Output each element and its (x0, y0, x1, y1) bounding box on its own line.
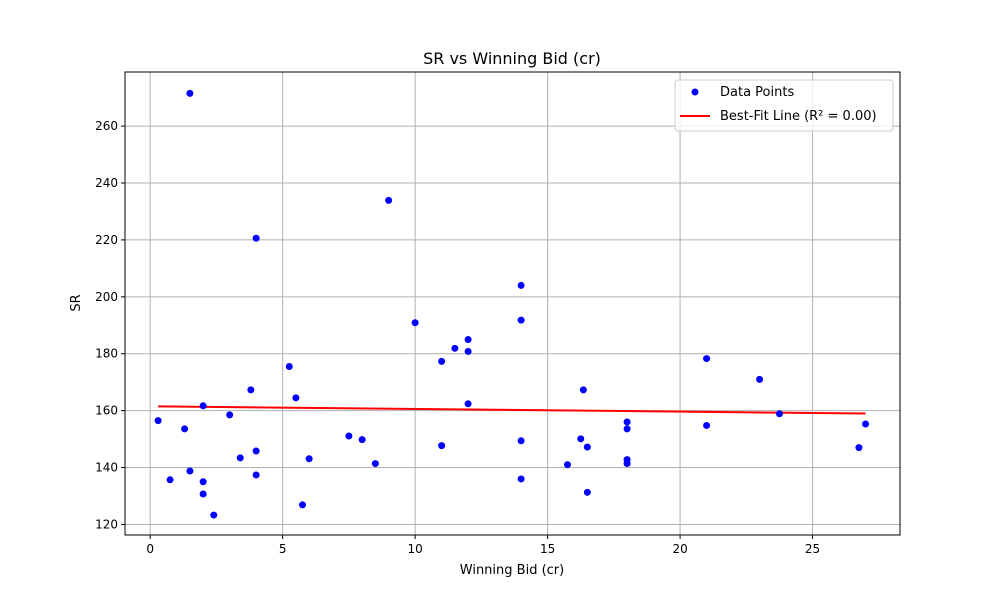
data-point (385, 196, 393, 204)
data-point (411, 319, 419, 327)
y-tick-label: 160 (95, 404, 118, 418)
legend: Data Points Best-Fit Line (R² = 0.00) (674, 79, 894, 132)
data-point (305, 455, 313, 463)
data-point (186, 467, 194, 475)
data-point (252, 234, 260, 242)
grid (125, 72, 900, 535)
data-point (252, 471, 260, 479)
data-point (583, 488, 591, 496)
data-point (464, 347, 472, 355)
y-tick-label: 200 (95, 290, 118, 304)
y-tick-label: 260 (95, 119, 118, 133)
data-point (623, 460, 631, 468)
data-point (703, 355, 711, 363)
data-point (154, 417, 162, 425)
data-point (226, 411, 234, 419)
data-point (371, 460, 379, 468)
data-point (252, 447, 260, 455)
x-tick-label: 15 (540, 542, 555, 556)
data-point (438, 357, 446, 365)
x-tick-label: 10 (407, 542, 422, 556)
x-tick-label: 0 (146, 542, 154, 556)
y-tick-label: 220 (95, 233, 118, 247)
data-point (199, 402, 207, 410)
data-point (517, 316, 525, 324)
data-point (358, 436, 366, 444)
chart-title: SR vs Winning Bid (cr) (423, 49, 601, 68)
data-point (623, 418, 631, 426)
legend-label-best-fit-line: Best-Fit Line (R² = 0.00) (720, 109, 877, 124)
best-fit-line (158, 405, 866, 415)
y-tick-label: 240 (95, 176, 118, 190)
legend-label-data-points: Data Points (720, 85, 794, 100)
data-point (166, 476, 174, 484)
x-tick-label: 20 (672, 542, 687, 556)
data-point (199, 490, 207, 498)
data-point (517, 281, 525, 289)
data-point (285, 363, 293, 371)
data-point (292, 394, 300, 402)
data-points-layer (154, 89, 870, 519)
data-point (855, 444, 863, 452)
data-point (563, 461, 571, 469)
x-tick-label: 25 (805, 542, 820, 556)
data-point (186, 89, 194, 97)
data-point (181, 425, 189, 433)
data-point (464, 335, 472, 343)
data-point (623, 425, 631, 433)
data-point (247, 386, 255, 394)
data-point (345, 432, 353, 440)
data-point (464, 400, 472, 408)
x-axis-label: Winning Bid (cr) (460, 563, 564, 578)
plot-frame (124, 71, 901, 536)
axis-ticks: 0 5 10 15 20 25 120 140 160 180 200 220 240 260 (95, 119, 820, 556)
y-axis-label: SR (69, 294, 84, 311)
legend-box (674, 79, 894, 132)
data-point (199, 478, 207, 486)
data-point (438, 442, 446, 450)
legend-marker-data-points (691, 88, 699, 96)
data-point (775, 410, 783, 418)
data-point (756, 375, 764, 383)
data-point (703, 421, 711, 429)
y-tick-label: 180 (95, 347, 118, 361)
x-tick-label: 5 (279, 542, 287, 556)
data-point (517, 475, 525, 483)
data-point (451, 344, 459, 352)
data-point (579, 386, 587, 394)
best-fit-line-layer (158, 405, 866, 415)
data-point (583, 443, 591, 451)
data-point (577, 435, 585, 443)
data-point (299, 501, 307, 509)
data-point (236, 454, 244, 462)
y-tick-label: 120 (95, 517, 118, 531)
data-point (517, 437, 525, 445)
y-tick-label: 140 (95, 461, 118, 475)
data-point (210, 511, 218, 519)
data-point (862, 420, 870, 428)
